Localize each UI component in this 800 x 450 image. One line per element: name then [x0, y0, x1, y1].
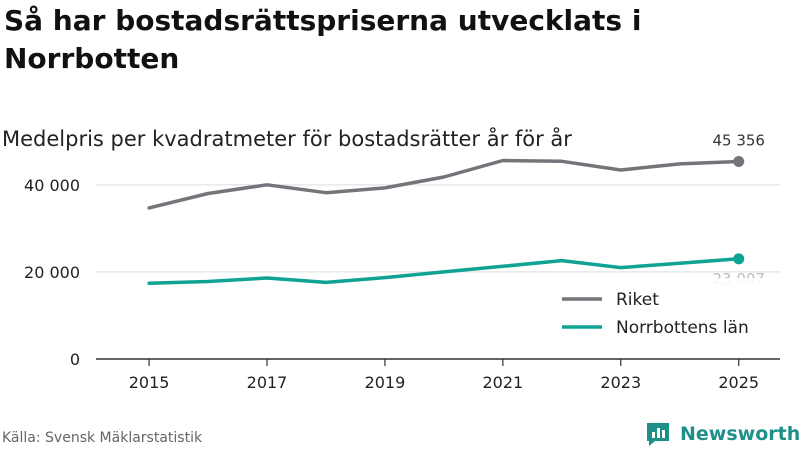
y-tick-label: 20 000 [24, 263, 80, 282]
grid-lines [96, 184, 780, 273]
x-tick-label: 2017 [247, 373, 288, 392]
legend: Riket Norrbottens län [554, 278, 766, 338]
y-tick-label: 0 [70, 350, 80, 369]
source-note: Källa: Svensk Mäklarstatistik [2, 430, 203, 446]
y-tick-label: 40 000 [24, 176, 80, 195]
x-tick-label: 2015 [129, 373, 170, 392]
data-labels: 45 35623 007 [712, 132, 765, 288]
x-tick-label: 2021 [483, 373, 524, 392]
series-line-riket [147, 158, 741, 210]
x-tick-label: 2019 [365, 373, 406, 392]
axes: 0 20 000 40 000 2015 2017 2019 2021 2023 2025 [24, 176, 780, 392]
end-value-label: 45 356 [712, 132, 765, 150]
chart-title: Så har bostadsrättspriserna utvecklats i… [4, 4, 642, 75]
brand-name: Newsworthy [680, 423, 800, 445]
x-tick-label: 2025 [718, 373, 759, 392]
brand-logo[interactable]: Newsworthy [644, 420, 800, 448]
x-tick-label: 2023 [600, 373, 641, 392]
series-end-point [733, 253, 745, 265]
series [147, 156, 745, 285]
legend-label: Riket [616, 290, 659, 310]
chart-subtitle: Medelpris per kvadratmeter för bostadsrä… [2, 127, 572, 151]
newsworthy-logo-icon [647, 423, 669, 446]
legend-label: Norrbottens län [616, 318, 749, 338]
series-line-norrbotten [147, 257, 741, 285]
series-end-point [733, 156, 745, 168]
